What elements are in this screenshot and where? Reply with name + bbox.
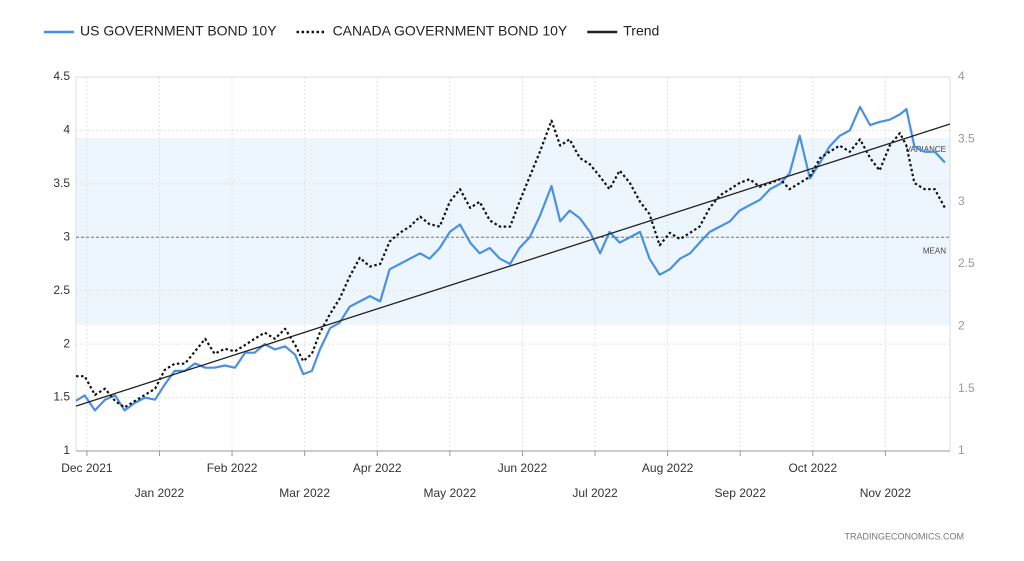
y2-tick-label: 2.5 [958, 256, 975, 270]
x-tick-label: Nov 2022 [860, 486, 912, 500]
y2-tick-label: 3.5 [958, 132, 975, 146]
y2-tick-label: 3 [958, 194, 965, 208]
series-line [75, 123, 951, 407]
y-tick-label: 3 [63, 229, 70, 243]
x-tick-label: Feb 2022 [207, 461, 258, 475]
y2-tick-label: 1 [958, 443, 965, 457]
y2-tick-label: 1.5 [958, 381, 975, 395]
x-tick-label: Sep 2022 [715, 486, 767, 500]
x-tick-label: Jan 2022 [135, 486, 185, 500]
x-tick-label: Jun 2022 [498, 461, 548, 475]
y-tick-label: 4.5 [53, 69, 70, 83]
source: TRADINGECONOMICS.COM [844, 531, 964, 541]
x-tick-label: Jul 2022 [572, 486, 618, 500]
x-tick-label: May 2022 [423, 486, 476, 500]
series-line [76, 119, 946, 409]
legend-label: US GOVERNMENT BOND 10Y [80, 23, 277, 39]
legend-label: CANADA GOVERNMENT BOND 10Y [333, 23, 568, 39]
x-tick-label: Aug 2022 [642, 461, 694, 475]
x-tick-label: Apr 2022 [353, 461, 402, 475]
x-tick-label: Oct 2022 [788, 461, 837, 475]
y-tick-label: 2 [63, 336, 70, 350]
series-line [75, 105, 946, 412]
y-tick-label: 4 [63, 123, 70, 137]
variance-band [76, 137, 950, 325]
y-tick-label: 3.5 [53, 176, 70, 190]
y-tick-label: 1 [63, 443, 70, 457]
y2-tick-label: 2 [958, 319, 965, 333]
mean-label: MEAN [923, 246, 946, 255]
y2-tick-label: 4 [958, 69, 965, 83]
variance-label: VARIANCE [906, 145, 946, 154]
x-tick-label: Mar 2022 [279, 486, 330, 500]
legend-label: Trend [623, 23, 659, 39]
y-tick-label: 1.5 [53, 390, 70, 404]
x-tick-label: Dec 2021 [61, 461, 113, 475]
y-tick-label: 2.5 [53, 283, 70, 297]
